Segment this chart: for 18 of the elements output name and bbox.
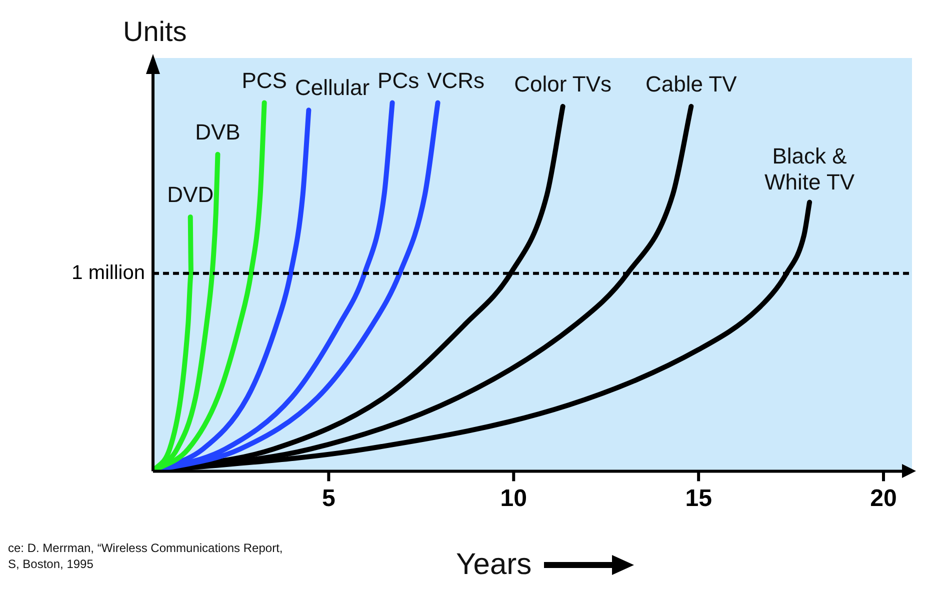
series-label: DVB (195, 119, 240, 144)
series-label: VCRs (427, 68, 485, 93)
x-tick-label: 20 (870, 485, 897, 512)
x-axis-title: Years (456, 548, 532, 582)
series-label: PCs (378, 68, 420, 93)
y-axis-title: Units (123, 16, 187, 48)
series-label: Cable TV (646, 71, 738, 96)
ref-line-label: 1 million (72, 262, 145, 284)
x-tick-label: 5 (322, 485, 336, 512)
series-label: Cellular (294, 75, 370, 100)
text: S, Boston, 1995 (8, 556, 94, 572)
series-label: PCS (242, 68, 287, 93)
series-label: Color TVs (514, 71, 612, 96)
text: ce: D. Merrman, “Wireless Communications Report, (8, 540, 283, 556)
series-label: DVD (167, 182, 214, 208)
x-tick-label: 10 (500, 485, 527, 512)
series-label: Black & White TV (764, 143, 855, 194)
x-tick-label: 15 (685, 485, 712, 512)
